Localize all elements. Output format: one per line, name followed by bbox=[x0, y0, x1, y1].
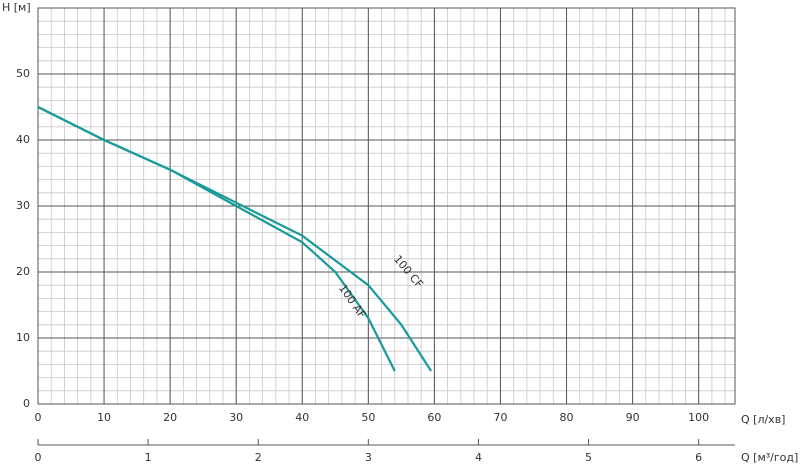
y-tick-label: 50 bbox=[16, 67, 30, 80]
x2-axis-label: Q [м³/год] bbox=[741, 451, 798, 464]
y-tick-label: 40 bbox=[16, 133, 30, 146]
x-tick-label: 0 bbox=[35, 411, 42, 424]
x-axis-label: Q [л/хв] bbox=[741, 413, 785, 426]
x2-tick-label: 3 bbox=[365, 451, 372, 464]
x-tick-label: 100 bbox=[688, 411, 709, 424]
x-tick-label: 10 bbox=[97, 411, 111, 424]
y-tick-label: 0 bbox=[23, 397, 30, 410]
curve bbox=[37, 106, 433, 372]
x-tick-label: 60 bbox=[427, 411, 441, 424]
x2-tick-label: 2 bbox=[255, 451, 262, 464]
x2-tick-label: 0 bbox=[35, 451, 42, 464]
x-tick-label: 40 bbox=[295, 411, 309, 424]
x-tick-label: 70 bbox=[493, 411, 507, 424]
x2-tick-label: 4 bbox=[475, 451, 482, 464]
x2-tick-label: 1 bbox=[145, 451, 152, 464]
y-tick-label: 20 bbox=[16, 265, 30, 278]
x2-tick-label: 6 bbox=[695, 451, 702, 464]
x-tick-label: 80 bbox=[560, 411, 574, 424]
y-tick-label: 30 bbox=[16, 199, 30, 212]
x-tick-label: 30 bbox=[229, 411, 243, 424]
curve-label: 100 AF bbox=[336, 282, 369, 321]
x-tick-label: 50 bbox=[361, 411, 375, 424]
curve bbox=[37, 106, 396, 372]
x-tick-label: 90 bbox=[626, 411, 640, 424]
y-axis-label: H [м] bbox=[2, 1, 31, 14]
x2-tick-label: 5 bbox=[585, 451, 592, 464]
y-tick-label: 10 bbox=[16, 331, 30, 344]
x-tick-label: 20 bbox=[163, 411, 177, 424]
